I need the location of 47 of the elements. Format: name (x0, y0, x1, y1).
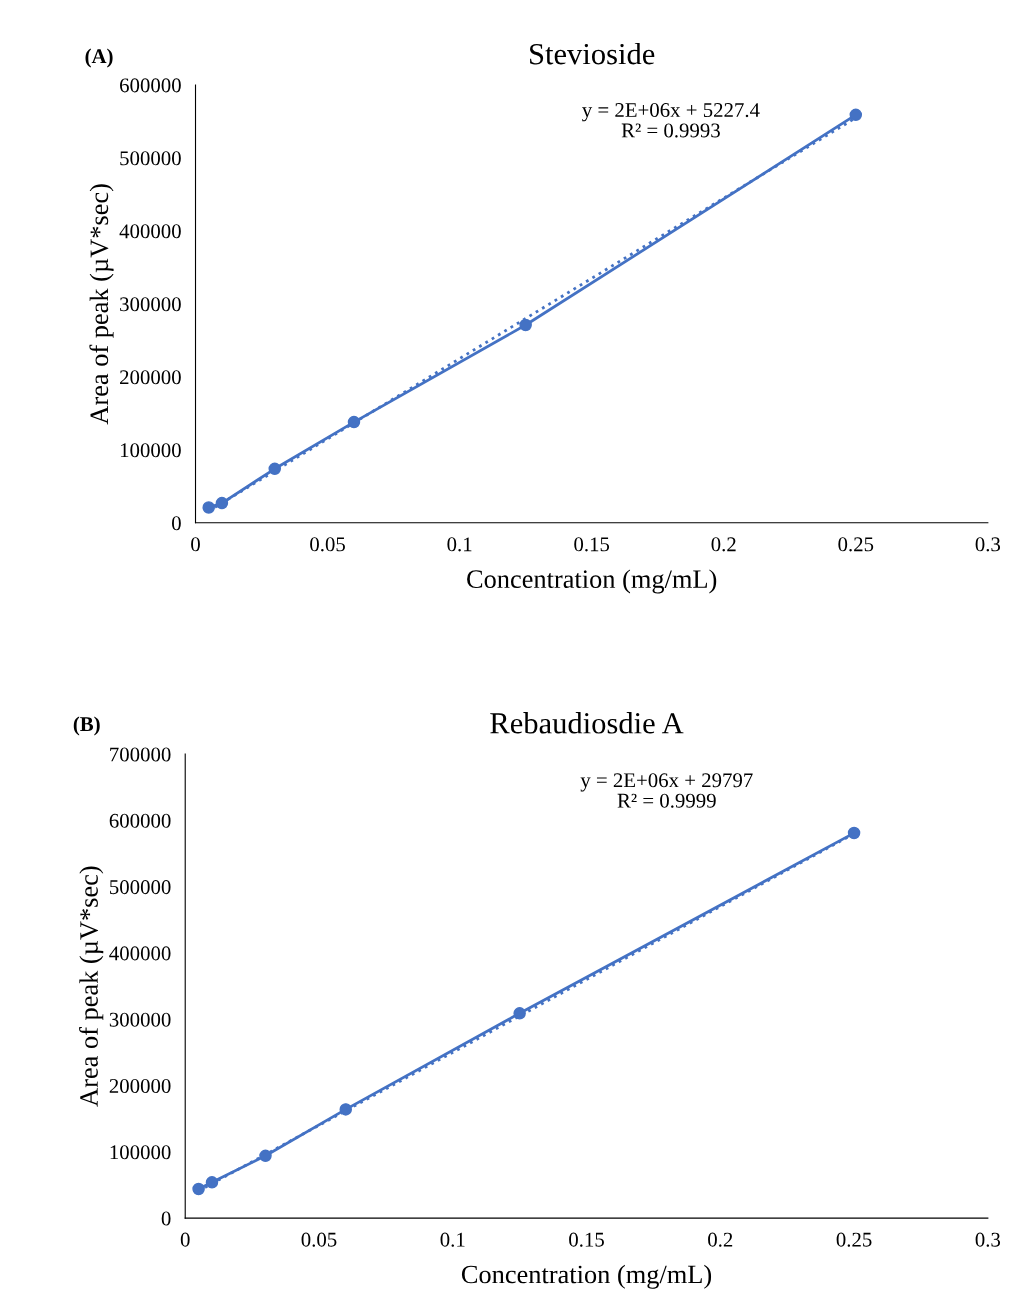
y-tick-label: 400000 (109, 946, 171, 961)
x-tick-label: 0.25 (836, 1232, 872, 1247)
y-tick-label: 300000 (109, 1012, 171, 1027)
point (347, 415, 361, 429)
y-tick-label: 500000 (120, 151, 181, 166)
point (192, 1182, 205, 1196)
text: (A) (85, 48, 113, 68)
text: (B) (73, 716, 100, 736)
x-tick-label: 0.3 (975, 1232, 1001, 1247)
y-tick-label: 200000 (120, 370, 181, 385)
y-tick-label: 200000 (109, 1078, 171, 1093)
y-tick-label: 100000 (120, 443, 181, 458)
point (205, 1176, 219, 1189)
y-tick-label: 400000 (119, 224, 181, 239)
x-tick-label: 0.2 (711, 537, 736, 552)
x-axis-title: Concentration (mg/mL) (461, 1264, 712, 1289)
x-tick-label: 0.3 (975, 537, 1001, 552)
y-tick-label: 100000 (110, 1145, 171, 1160)
x-tick-label: 0.1 (440, 1232, 465, 1247)
y-tick-label: 600000 (120, 78, 181, 93)
y-tick-label: 0 (161, 1211, 171, 1226)
y-tick-label: 300000 (120, 297, 181, 312)
annotation: y = 2E+06x + 29797 R² = 0.9999 (580, 773, 753, 808)
x-tick-label: 0.25 (838, 537, 874, 552)
point (849, 108, 863, 122)
y-tick-label: 500000 (110, 880, 171, 895)
annotation: y = 2E+06x + 5227.4 R² = 0.9993 (582, 103, 760, 138)
y-tick-label: 700000 (110, 747, 171, 762)
x-axis-title: Concentration (mg/mL) (467, 569, 717, 594)
point (202, 501, 215, 514)
x-tick-label: 0.2 (708, 1232, 733, 1247)
point (847, 826, 861, 840)
x-tick-label: 0.15 (574, 537, 610, 552)
x-tick-label: 0.1 (447, 537, 472, 552)
point (259, 1149, 272, 1163)
x-tick-label: 0.15 (569, 1232, 604, 1247)
x-tick-label: 0.05 (301, 1232, 337, 1247)
y-tick-label: 0 (172, 516, 181, 531)
y-axis-title: Area of peak (µV*sec) (89, 184, 114, 425)
chart-title: Rebaudiosdie A (490, 712, 684, 734)
y-axis-title: Area of peak (µV*sec) (79, 866, 104, 1107)
point (215, 496, 229, 510)
x-tick-label: 0 (191, 537, 200, 552)
x-tick-label: 0.05 (310, 537, 345, 552)
chart-title: Stevioside (530, 42, 655, 65)
point (519, 318, 532, 332)
y-tick-label: 600000 (109, 813, 171, 828)
